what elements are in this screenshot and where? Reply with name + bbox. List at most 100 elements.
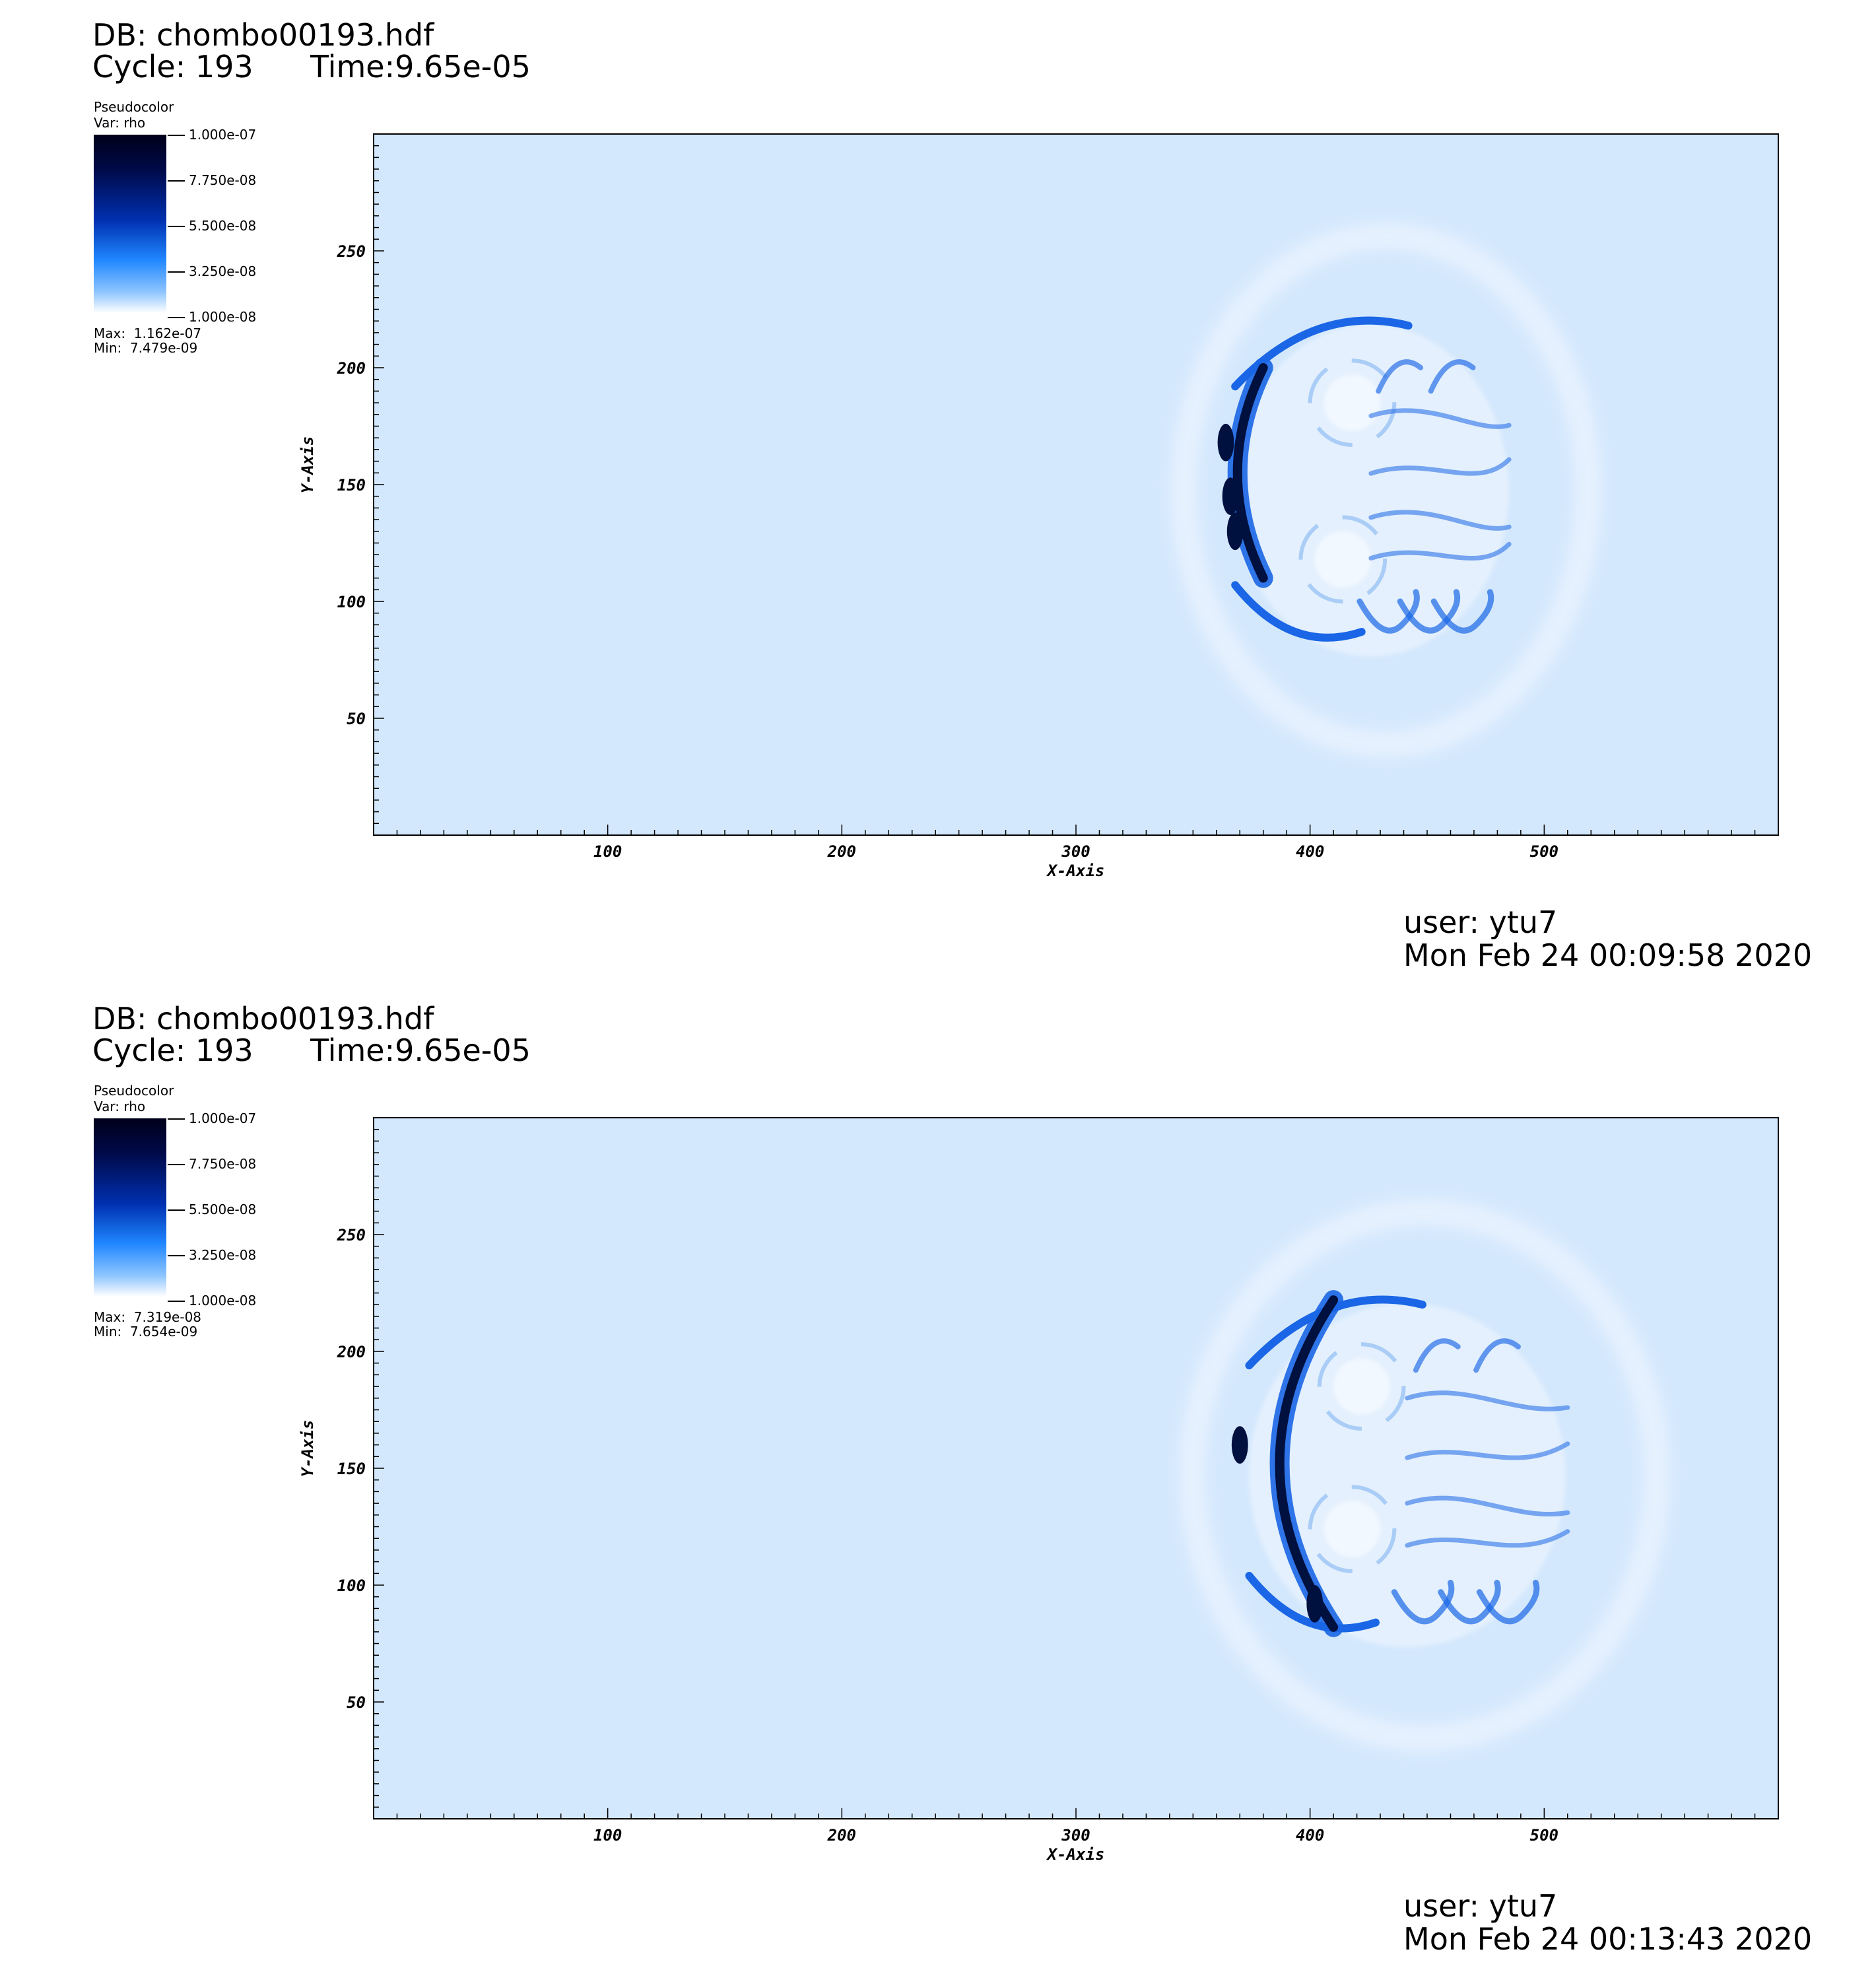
date-label: Mon Feb 24 00:13:43 2020	[1403, 1921, 1813, 1957]
curl-filament	[1438, 1579, 1501, 1625]
colorbar	[94, 1118, 166, 1297]
plot-area: 100 200 300 400 500 50 100 150 200 250 X-Axis Y-Axi…	[298, 1117, 1779, 1864]
cycle-time-line: Cycle: 193 Time:9.65e-05	[92, 1033, 531, 1068]
curl-filament	[1428, 359, 1476, 394]
cloud-structure	[1170, 222, 1602, 758]
bow-shock-halo	[1170, 222, 1602, 758]
colorbar-tick	[168, 1255, 185, 1256]
colorbar-tick	[168, 317, 185, 318]
colorbar-label: 1.000e-07	[189, 127, 257, 143]
curl-filament	[1473, 1338, 1521, 1373]
x-tick-label: 100	[593, 1826, 622, 1845]
y-tick-label: 50	[347, 710, 366, 728]
x-tick-label: 300	[1061, 842, 1090, 861]
colorbar-tick	[168, 1118, 185, 1120]
y-tick-label: 200	[337, 1343, 366, 1361]
x-axis-title: X-Axis	[1046, 1845, 1105, 1864]
cycle-time-line: Cycle: 193 Time:9.65e-05	[92, 50, 531, 83]
colorbar-tick	[168, 1164, 185, 1165]
visit-panel-2: DB: chombo00193.hdf Cycle: 193 Time:9.65e…	[0, 984, 1876, 1967]
x-tick-label: 500	[1530, 842, 1558, 861]
y-axis-title: Y-Axis	[298, 1420, 317, 1478]
y-tick-label: 150	[337, 476, 366, 494]
db-title: DB: chombo00193.hdf	[92, 1001, 434, 1036]
user-label: user: ytu7	[1403, 1888, 1558, 1924]
bow-shock-halo	[1179, 1199, 1670, 1751]
colorbar-label: 5.500e-08	[189, 218, 257, 234]
legend-var: Var: rho	[94, 115, 146, 131]
legend-plot-type: Pseudocolor	[94, 99, 174, 115]
colorbar-label: 3.250e-08	[189, 1247, 257, 1263]
time-label: Time:9.65e-05	[310, 49, 531, 85]
curl-filament	[1376, 359, 1424, 394]
cloud-structure	[1179, 1199, 1670, 1751]
legend-max: Max: 1.162e-07	[94, 325, 202, 341]
plot-area: 100 200 300 400 500 50 100 150 200 250 X-Axis Y-Axi…	[298, 133, 1779, 880]
vortex-ring	[1308, 358, 1397, 447]
shock-front	[1275, 1295, 1339, 1632]
colorbar-tick	[168, 180, 185, 182]
vortex-core	[1323, 1501, 1381, 1557]
shock-front	[1232, 363, 1268, 583]
curl-filament	[1413, 1338, 1461, 1373]
y-tick-label: 250	[337, 1226, 366, 1244]
colorbar-tick	[168, 135, 185, 136]
x-tick-label: 200	[827, 1826, 856, 1845]
vortex-core	[1323, 374, 1381, 431]
y-tick-label: 250	[337, 242, 366, 261]
curl-filament	[1430, 589, 1494, 634]
x-tick-label: 400	[1296, 842, 1324, 861]
y-tick-label: 100	[337, 593, 366, 611]
colorbar	[94, 135, 166, 313]
cycle-label: Cycle: 193	[92, 1033, 253, 1068]
filament	[1405, 1495, 1570, 1517]
filament	[1368, 408, 1512, 429]
filament	[1405, 1390, 1570, 1411]
lower-rim	[1245, 1571, 1380, 1633]
vortex-ring	[1298, 515, 1388, 604]
x-tick-label: 200	[827, 842, 856, 861]
colorbar-label: 1.000e-08	[189, 309, 257, 325]
x-tick-label: 100	[593, 842, 622, 861]
filament	[1368, 457, 1512, 476]
y-tick-label: 50	[347, 1693, 366, 1712]
y-axis-title: Y-Axis	[298, 436, 317, 494]
dense-clump	[1226, 512, 1244, 551]
curl-filament	[1397, 589, 1461, 634]
dense-clump	[1222, 477, 1239, 516]
dense-clump	[1306, 1584, 1323, 1623]
colorbar-label: 7.750e-08	[189, 172, 257, 188]
legend-plot-type: Pseudocolor	[94, 1083, 174, 1099]
date-label: Mon Feb 24 00:09:58 2020	[1403, 937, 1813, 973]
colorbar-label: 5.500e-08	[189, 1202, 257, 1217]
x-tick-label: 400	[1296, 1826, 1324, 1845]
colorbar-tick	[168, 1301, 185, 1302]
colorbar-label: 1.000e-08	[189, 1293, 257, 1308]
lower-rim	[1231, 581, 1366, 642]
colorbar-tick	[168, 226, 185, 227]
colorbar-label: 7.750e-08	[189, 1156, 257, 1172]
y-tick-label: 100	[337, 1577, 366, 1595]
colorbar-label: 1.000e-07	[189, 1110, 257, 1126]
y-tick-label: 150	[337, 1460, 366, 1478]
vortex-ring	[1317, 1342, 1406, 1431]
vortex-core	[1314, 531, 1371, 588]
filament	[1405, 1441, 1570, 1460]
y-tick-label: 200	[337, 359, 366, 378]
dense-clump	[1231, 1426, 1248, 1464]
dense-clump	[1217, 423, 1234, 461]
x-tick-label: 300	[1061, 1826, 1090, 1845]
legend-max: Max: 7.319e-08	[94, 1309, 202, 1325]
filament	[1368, 541, 1512, 561]
vortex-ring	[1308, 1485, 1397, 1573]
legend-min: Min: 7.654e-09	[94, 1324, 198, 1340]
curl-filament	[1357, 589, 1420, 634]
density-field	[374, 134, 1778, 835]
filament	[1368, 510, 1512, 531]
user-label: user: ytu7	[1403, 904, 1558, 940]
x-tick-label: 500	[1530, 1826, 1558, 1845]
curl-filament	[1391, 1579, 1455, 1625]
vortex-core	[1333, 1358, 1390, 1415]
colorbar-tick	[168, 271, 185, 273]
db-title: DB: chombo00193.hdf	[92, 17, 434, 53]
